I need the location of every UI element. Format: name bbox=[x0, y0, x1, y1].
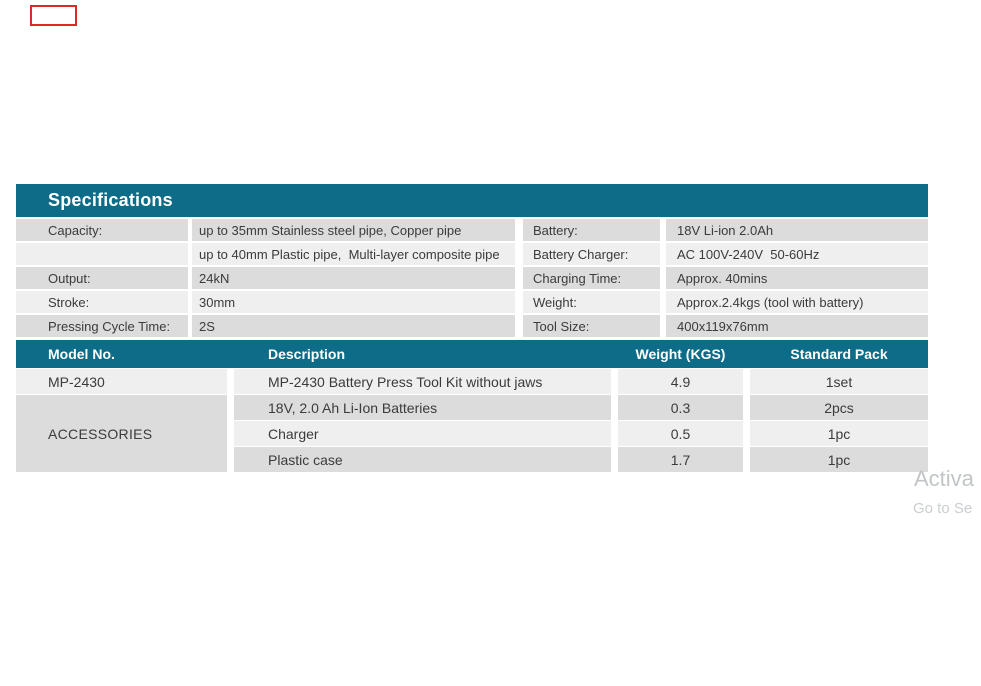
table-row: Plastic case 1.7 1pc bbox=[227, 447, 928, 472]
table-row: Charger 0.5 1pc bbox=[227, 421, 928, 446]
spec-label: Battery: bbox=[523, 219, 660, 241]
spec-value: up to 35mm Stainless steel pipe, Copper … bbox=[192, 219, 515, 241]
specifications-title: Specifications bbox=[48, 190, 173, 210]
spec-value: 2S bbox=[192, 315, 515, 337]
pack-cell: 1set bbox=[750, 369, 928, 394]
spec-label: Capacity: bbox=[16, 219, 188, 241]
spec-label: Tool Size: bbox=[523, 315, 660, 337]
specifications-header: Specifications bbox=[16, 184, 928, 217]
accessories-label: ACCESSORIES bbox=[16, 395, 227, 472]
column-header-model: Model No. bbox=[48, 346, 115, 362]
spec-value: 400x119x76mm bbox=[666, 315, 928, 337]
pack-cell: 1pc bbox=[750, 447, 928, 472]
pack-cell: 1pc bbox=[750, 421, 928, 446]
description-cell: Plastic case bbox=[234, 447, 611, 472]
spec-label: Pressing Cycle Time: bbox=[16, 315, 188, 337]
spec-value: 30mm bbox=[192, 291, 515, 313]
spec-label bbox=[16, 243, 188, 265]
spec-label: Output: bbox=[16, 267, 188, 289]
column-header-description: Description bbox=[268, 346, 346, 362]
column-header-pack: Standard Pack bbox=[790, 346, 888, 362]
activate-windows-watermark-sub: Go to Se bbox=[913, 500, 973, 517]
description-cell: MP-2430 Battery Press Tool Kit without j… bbox=[234, 369, 611, 394]
spec-value: Approx.2.4kgs (tool with battery) bbox=[666, 291, 928, 313]
description-cell: 18V, 2.0 Ah Li-Ion Batteries bbox=[234, 395, 611, 420]
spec-value: Approx. 40mins bbox=[666, 267, 928, 289]
column-header-weight: Weight (KGS) bbox=[635, 346, 726, 362]
weight-cell: 1.7 bbox=[618, 447, 743, 472]
model-table-header: Model No. Description Weight (KGS) Stand… bbox=[16, 340, 928, 368]
weight-cell: 0.5 bbox=[618, 421, 743, 446]
activate-windows-watermark: Activa bbox=[914, 466, 974, 491]
spec-value: up to 40mm Plastic pipe, Multi-layer com… bbox=[192, 243, 515, 265]
pack-cell: 2pcs bbox=[750, 395, 928, 420]
spec-sheet: Specifications Capacity: up to 35mm Stai… bbox=[16, 184, 928, 473]
table-row: Output: 24kN Charging Time: Approx. 40mi… bbox=[16, 267, 928, 289]
accessories-section: ACCESSORIES 18V, 2.0 Ah Li-Ion Batteries… bbox=[16, 395, 928, 473]
spec-label: Stroke: bbox=[16, 291, 188, 313]
table-row: 18V, 2.0 Ah Li-Ion Batteries 0.3 2pcs bbox=[227, 395, 928, 420]
spec-label: Weight: bbox=[523, 291, 660, 313]
description-cell: Charger bbox=[234, 421, 611, 446]
spec-label: Charging Time: bbox=[523, 267, 660, 289]
table-row: up to 40mm Plastic pipe, Multi-layer com… bbox=[16, 243, 928, 265]
table-row: Capacity: up to 35mm Stainless steel pip… bbox=[16, 219, 928, 241]
spec-table: Capacity: up to 35mm Stainless steel pip… bbox=[16, 219, 928, 337]
table-row: Pressing Cycle Time: 2S Tool Size: 400x1… bbox=[16, 315, 928, 337]
weight-cell: 0.3 bbox=[618, 395, 743, 420]
spec-value: 18V Li-ion 2.0Ah bbox=[666, 219, 928, 241]
table-row: Stroke: 30mm Weight: Approx.2.4kgs (tool… bbox=[16, 291, 928, 313]
model-cell: MP-2430 bbox=[16, 369, 227, 394]
table-row: MP-2430 MP-2430 Battery Press Tool Kit w… bbox=[16, 369, 928, 394]
spec-label: Battery Charger: bbox=[523, 243, 660, 265]
weight-cell: 4.9 bbox=[618, 369, 743, 394]
spec-value: AC 100V-240V 50-60Hz bbox=[666, 243, 928, 265]
red-annotation-box bbox=[30, 5, 77, 26]
spec-value: 24kN bbox=[192, 267, 515, 289]
